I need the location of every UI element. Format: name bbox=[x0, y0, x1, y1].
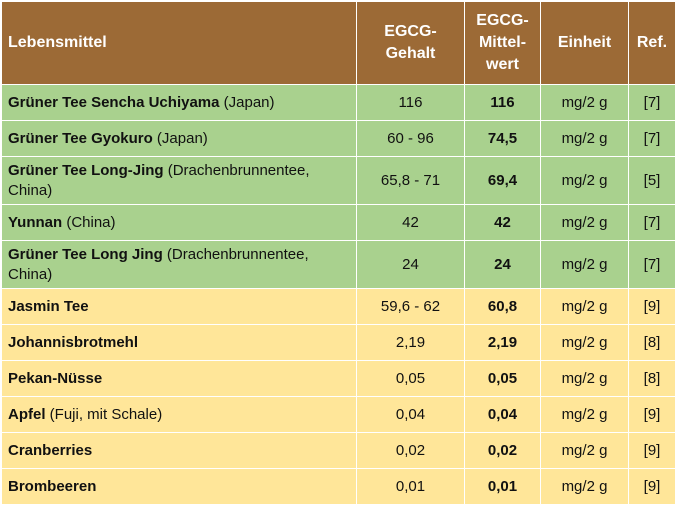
food-cell: Jasmin Tee bbox=[1, 288, 357, 325]
table-row: Pekan-Nüsse 0,05 0,05 mg/2 g [8] bbox=[1, 360, 676, 397]
unit-cell: mg/2 g bbox=[540, 120, 629, 157]
table-row: Yunnan (China) 42 42 mg/2 g [7] bbox=[1, 204, 676, 241]
table-row: Grüner Tee Long Jing (Drachenbrunnentee,… bbox=[1, 240, 676, 289]
mean-cell: 116 bbox=[464, 84, 541, 121]
table-row: Cranberries 0,02 0,02 mg/2 g [9] bbox=[1, 432, 676, 469]
ref-cell: [9] bbox=[628, 468, 676, 505]
table-row: Grüner Tee Sencha Uchiyama (Japan) 116 1… bbox=[1, 84, 676, 121]
ref-cell: [9] bbox=[628, 288, 676, 325]
ref-cell: [7] bbox=[628, 84, 676, 121]
table-row: Grüner Tee Long-Jing (Drachenbrunnentee,… bbox=[1, 156, 676, 205]
food-cell: Cranberries bbox=[1, 432, 357, 469]
food-detail: (China) bbox=[62, 213, 116, 231]
unit-cell: mg/2 g bbox=[540, 288, 629, 325]
content-cell: 65,8 - 71 bbox=[356, 156, 465, 205]
content-cell: 24 bbox=[356, 240, 465, 289]
table-row: Grüner Tee Gyokuro (Japan) 60 - 96 74,5 … bbox=[1, 120, 676, 157]
header-mean: EGCG- Mittel- wert bbox=[464, 1, 541, 85]
food-name: Cranberries bbox=[8, 441, 93, 459]
food-detail: (Drachenbrunnentee, China) bbox=[8, 245, 309, 283]
unit-cell: mg/2 g bbox=[540, 204, 629, 241]
content-cell: 116 bbox=[356, 84, 465, 121]
mean-cell: 0,01 bbox=[464, 468, 541, 505]
mean-cell: 2,19 bbox=[464, 324, 541, 361]
unit-cell: mg/2 g bbox=[540, 324, 629, 361]
content-cell: 2,19 bbox=[356, 324, 465, 361]
content-cell: 59,6 - 62 bbox=[356, 288, 465, 325]
ref-cell: [7] bbox=[628, 120, 676, 157]
content-cell: 0,04 bbox=[356, 396, 465, 433]
ref-cell: [7] bbox=[628, 240, 676, 289]
ref-cell: [8] bbox=[628, 324, 676, 361]
food-name: Grüner Tee Long Jing bbox=[8, 245, 163, 263]
food-detail: (Japan) bbox=[219, 93, 275, 111]
mean-cell: 0,04 bbox=[464, 396, 541, 433]
mean-cell: 24 bbox=[464, 240, 541, 289]
mean-cell: 0,05 bbox=[464, 360, 541, 397]
unit-cell: mg/2 g bbox=[540, 84, 629, 121]
ref-cell: [8] bbox=[628, 360, 676, 397]
unit-cell: mg/2 g bbox=[540, 360, 629, 397]
food-cell: Apfel (Fuji, mit Schale) bbox=[1, 396, 357, 433]
unit-cell: mg/2 g bbox=[540, 468, 629, 505]
food-name: Grüner Tee Sencha Uchiyama bbox=[8, 93, 220, 111]
table-row: Johannisbrotmehl 2,19 2,19 mg/2 g [8] bbox=[1, 324, 676, 361]
food-cell: Yunnan (China) bbox=[1, 204, 357, 241]
header-unit: Einheit bbox=[540, 1, 629, 85]
table-row: Jasmin Tee 59,6 - 62 60,8 mg/2 g [9] bbox=[1, 288, 676, 325]
food-name: Jasmin Tee bbox=[8, 297, 89, 315]
header-food: Lebensmittel bbox=[1, 1, 357, 85]
food-cell: Grüner Tee Long-Jing (Drachenbrunnentee,… bbox=[1, 156, 357, 205]
table-row: Apfel (Fuji, mit Schale) 0,04 0,04 mg/2 … bbox=[1, 396, 676, 433]
unit-cell: mg/2 g bbox=[540, 240, 629, 289]
unit-cell: mg/2 g bbox=[540, 432, 629, 469]
content-cell: 60 - 96 bbox=[356, 120, 465, 157]
ref-cell: [7] bbox=[628, 204, 676, 241]
unit-cell: mg/2 g bbox=[540, 396, 629, 433]
food-cell: Johannisbrotmehl bbox=[1, 324, 357, 361]
ref-cell: [9] bbox=[628, 396, 676, 433]
food-detail: (Drachenbrunnentee, China) bbox=[8, 161, 310, 199]
mean-cell: 42 bbox=[464, 204, 541, 241]
food-detail: (Japan) bbox=[152, 129, 208, 147]
food-cell: Grüner Tee Sencha Uchiyama (Japan) bbox=[1, 84, 357, 121]
food-name: Pekan-Nüsse bbox=[8, 369, 103, 387]
content-cell: 0,01 bbox=[356, 468, 465, 505]
header-row: Lebensmittel EGCG- Gehalt EGCG- Mittel- … bbox=[1, 1, 676, 85]
header-content: EGCG- Gehalt bbox=[356, 1, 465, 85]
food-name: Brombeeren bbox=[8, 477, 97, 495]
table-row: Brombeeren 0,01 0,01 mg/2 g [9] bbox=[1, 468, 676, 505]
food-name: Johannisbrotmehl bbox=[8, 333, 139, 351]
food-cell: Brombeeren bbox=[1, 468, 357, 505]
food-name: Grüner Tee Long-Jing bbox=[8, 161, 164, 179]
content-cell: 42 bbox=[356, 204, 465, 241]
food-cell: Grüner Tee Long Jing (Drachenbrunnentee,… bbox=[1, 240, 357, 289]
food-cell: Grüner Tee Gyokuro (Japan) bbox=[1, 120, 357, 157]
mean-cell: 69,4 bbox=[464, 156, 541, 205]
mean-cell: 60,8 bbox=[464, 288, 541, 325]
ref-cell: [5] bbox=[628, 156, 676, 205]
egcg-table: Lebensmittel EGCG- Gehalt EGCG- Mittel- … bbox=[1, 1, 676, 505]
food-detail: (Fuji, mit Schale) bbox=[45, 405, 163, 423]
content-cell: 0,05 bbox=[356, 360, 465, 397]
food-name: Apfel bbox=[8, 405, 46, 423]
unit-cell: mg/2 g bbox=[540, 156, 629, 205]
food-cell: Pekan-Nüsse bbox=[1, 360, 357, 397]
food-name: Yunnan bbox=[8, 213, 63, 231]
ref-cell: [9] bbox=[628, 432, 676, 469]
food-name: Grüner Tee Gyokuro bbox=[8, 129, 153, 147]
mean-cell: 0,02 bbox=[464, 432, 541, 469]
header-ref: Ref. bbox=[628, 1, 676, 85]
content-cell: 0,02 bbox=[356, 432, 465, 469]
mean-cell: 74,5 bbox=[464, 120, 541, 157]
